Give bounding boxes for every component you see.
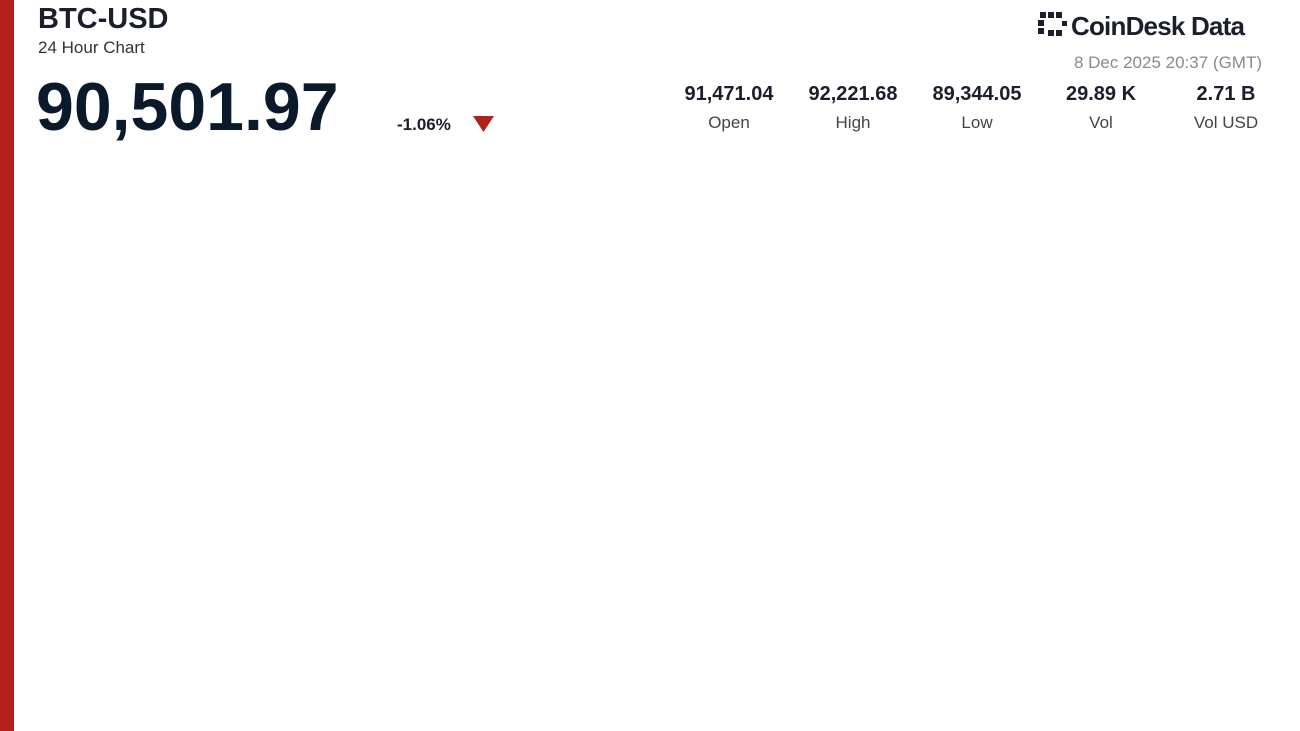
stat-value: 2.71 B [1197, 83, 1256, 105]
ticker-title: BTC-USD [38, 3, 169, 35]
stat-label: Low [961, 113, 993, 132]
down-arrow [473, 116, 494, 132]
stat-label: High [836, 113, 871, 132]
stat-value: 91,471.04 [685, 83, 775, 105]
stat-label: Open [708, 113, 750, 132]
stat-label: Vol [1089, 113, 1113, 132]
stats: 91,471.04 Open 92,221.68 High 89,344.05 … [685, 83, 1259, 132]
accent-bar [0, 0, 14, 731]
chart-subtitle: 24 Hour Chart [38, 38, 145, 57]
stat-label: Vol USD [1194, 113, 1258, 132]
stat-value: 92,221.68 [809, 83, 898, 105]
timestamp: 8 Dec 2025 20:37 (GMT) [1074, 53, 1262, 72]
price-change: -1.06% [397, 115, 451, 134]
brand-name: CoinDesk Data [1071, 11, 1245, 41]
last-price: 90,501.97 [36, 69, 339, 145]
stat-value: 29.89 K [1066, 83, 1137, 105]
stat-value: 89,344.05 [933, 83, 1022, 105]
brand-logo: CoinDesk Data [1038, 11, 1246, 41]
